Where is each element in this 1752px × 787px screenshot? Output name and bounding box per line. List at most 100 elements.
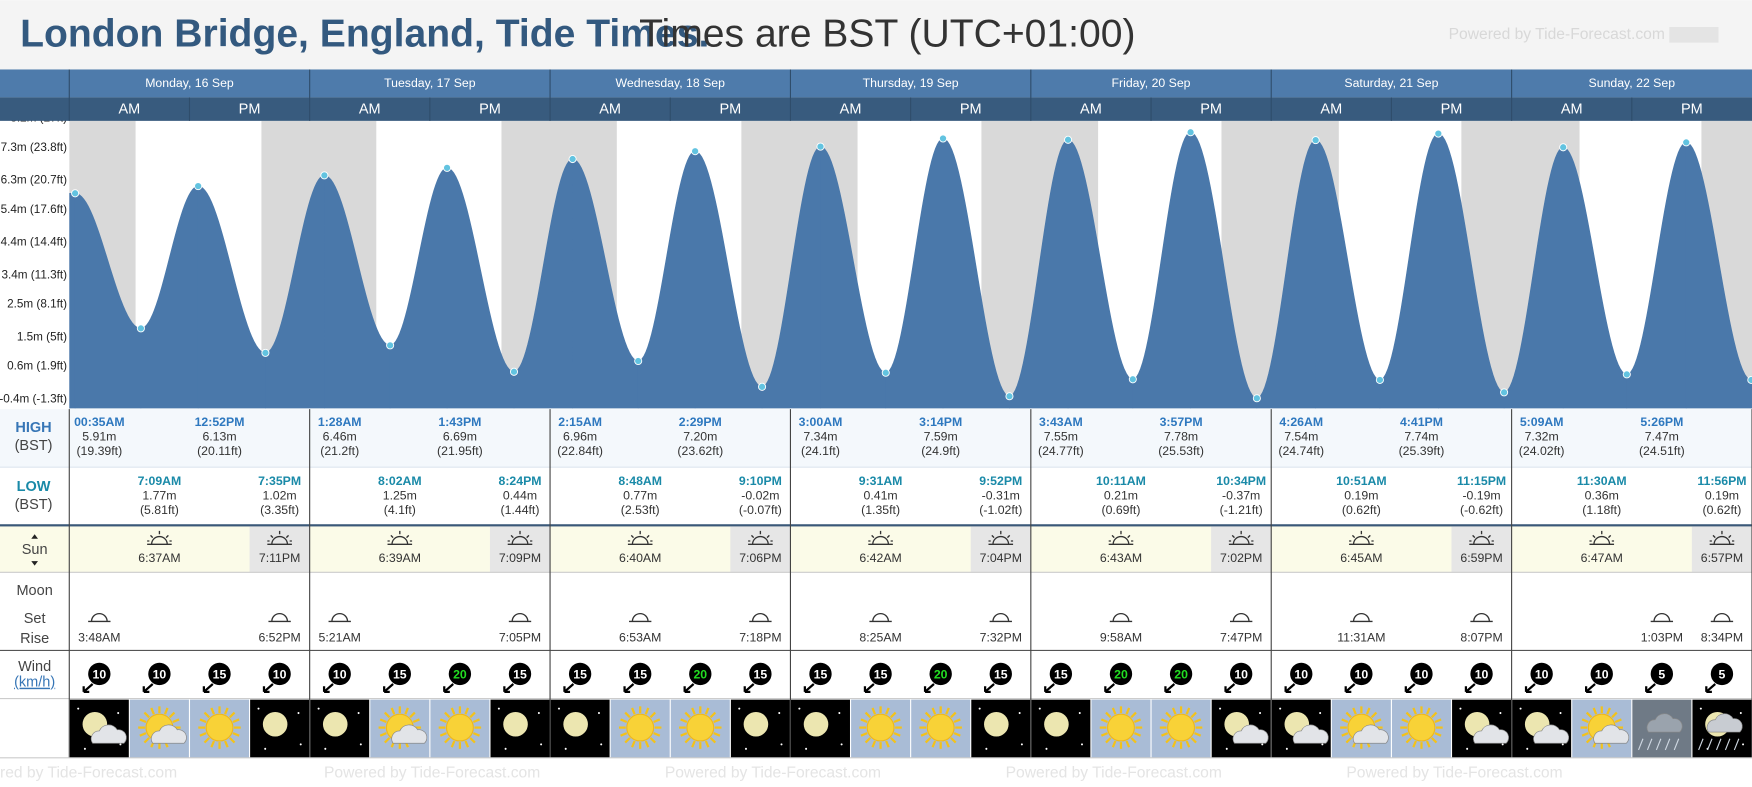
rain-drop xyxy=(1646,738,1653,751)
sun-icon xyxy=(626,713,655,742)
wind-speed: 15 xyxy=(213,667,227,681)
low-height: 0.19m xyxy=(1344,489,1378,503)
sun-icon xyxy=(1167,713,1196,742)
credit-logo xyxy=(1669,27,1719,43)
tide-area xyxy=(1562,146,1628,409)
moon-rise-time: 7:47PM xyxy=(1220,630,1262,644)
high-height: 6.96m xyxy=(563,429,597,443)
high-feet: (20.11ft) xyxy=(197,444,242,458)
high-height: 7.32m xyxy=(1525,429,1559,443)
sun-ray xyxy=(1352,707,1357,715)
sun-ray xyxy=(464,740,470,748)
sun-set-icon xyxy=(748,530,773,546)
half-label: AM xyxy=(599,102,621,118)
day-header-bg xyxy=(0,69,1752,98)
tide-area xyxy=(761,146,821,409)
high-time: 1:28AM xyxy=(318,415,362,429)
low-time: 10:51AM xyxy=(1336,474,1387,488)
tide-point xyxy=(509,367,519,376)
sun-set-time: 7:06PM xyxy=(739,551,781,565)
star xyxy=(1018,712,1021,715)
low-feet: (1.35ft) xyxy=(861,503,900,517)
wind-badge xyxy=(809,662,832,686)
low-feet: (0.62ft) xyxy=(1342,503,1381,517)
rain-drop xyxy=(1715,738,1722,751)
moon-set-label: Set xyxy=(24,611,46,627)
star xyxy=(1279,707,1282,710)
tide-point xyxy=(194,182,203,191)
sun-ray xyxy=(1161,718,1169,724)
star xyxy=(1321,743,1324,746)
moon-rise-icon xyxy=(1470,613,1493,623)
wind-arrow xyxy=(623,683,635,693)
day-name: Thursday, 19 Sep xyxy=(863,76,959,90)
tide-area xyxy=(1067,139,1134,409)
sun-ray xyxy=(139,718,147,724)
wind-arrow xyxy=(923,683,935,693)
wind-badge xyxy=(1049,662,1073,686)
star xyxy=(1466,747,1469,750)
star xyxy=(985,747,988,750)
sun-ray xyxy=(953,718,961,724)
sun-ray xyxy=(210,740,215,748)
star xyxy=(1038,707,1041,710)
high-feet: (25.39ft) xyxy=(1399,444,1445,458)
low-height: 1.25m xyxy=(383,489,417,503)
credit: Powered by Tide-Forecast.com xyxy=(1449,26,1665,43)
low-time: 9:31AM xyxy=(859,474,903,488)
moon-set-time: 6:53AM xyxy=(619,630,661,644)
sun-ray xyxy=(945,707,950,715)
sun-ray xyxy=(143,711,150,719)
rain-drop xyxy=(1637,738,1644,751)
low-feet: (1.44ft) xyxy=(501,503,540,517)
sun-ray xyxy=(924,737,932,744)
sun-ray xyxy=(680,718,688,724)
wind-speed: 10 xyxy=(1535,667,1549,681)
sun-ray xyxy=(232,732,240,737)
sun-set-icon xyxy=(1228,530,1254,546)
half-label: AM xyxy=(1561,102,1583,118)
wind-badge xyxy=(388,662,411,686)
wind-arrow xyxy=(1524,683,1536,693)
sun-ray xyxy=(469,711,476,719)
half-label: AM xyxy=(840,102,862,118)
sun-ray xyxy=(691,707,696,715)
sun-ray xyxy=(1434,718,1442,724)
wind-label: Wind xyxy=(18,659,51,675)
wind-speed: 10 xyxy=(1234,667,1248,681)
moon-icon xyxy=(984,711,1009,737)
wind-speed: 20 xyxy=(1174,667,1188,681)
moon-set-icon xyxy=(629,613,652,623)
star xyxy=(597,712,600,715)
wind-badge xyxy=(568,662,592,686)
y-tick-label: 5.4m (17.6ft) xyxy=(1,203,68,216)
tide-area xyxy=(885,138,944,409)
sun-ray xyxy=(1125,707,1131,715)
moon-set-icon xyxy=(1109,613,1133,623)
wind-arrow xyxy=(1164,683,1176,693)
sun-ray xyxy=(893,732,901,737)
sun-ray xyxy=(1585,737,1593,744)
star xyxy=(1045,747,1048,750)
star xyxy=(564,747,567,750)
high-time: 2:15AM xyxy=(558,415,602,429)
sun-ray xyxy=(649,711,657,719)
wind-speed: 10 xyxy=(1294,667,1308,681)
sun-icon xyxy=(205,713,234,742)
tide-point xyxy=(634,357,643,366)
star xyxy=(1739,712,1742,715)
sun-ray xyxy=(1425,707,1431,715)
star xyxy=(1499,712,1502,715)
high-feet: (22.84ft) xyxy=(557,444,603,458)
sun-ray xyxy=(444,737,451,744)
low-time: 7:35PM xyxy=(258,474,301,488)
moon-set-icon xyxy=(1350,613,1373,623)
wind-arrow xyxy=(142,683,154,693)
zone-label: (BST) xyxy=(15,497,53,513)
wind-badge xyxy=(1410,662,1433,686)
star xyxy=(357,712,360,715)
tide-point xyxy=(758,382,767,391)
sun-set-time: 6:57PM xyxy=(1701,551,1743,565)
tide-area xyxy=(694,150,763,409)
